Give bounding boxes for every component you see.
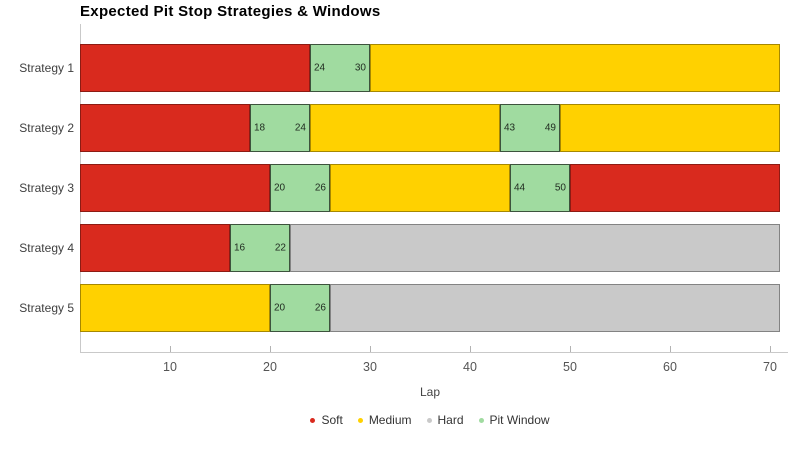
x-axis-tick [270, 346, 271, 352]
x-axis-tick [670, 346, 671, 352]
stint-segment-soft [80, 44, 310, 92]
pit-window-open-lap: 43 [504, 122, 516, 134]
x-axis-tick-label: 20 [263, 360, 277, 374]
pit-window-open-lap: 20 [274, 302, 286, 314]
legend-label: Medium [368, 413, 412, 427]
legend: Soft Medium Hard Pit Window [80, 410, 780, 430]
stint-segment-hard [330, 284, 780, 332]
stint-segment-soft [570, 164, 780, 212]
x-axis-tick-label: 60 [663, 360, 677, 374]
x-axis-tick [370, 346, 371, 352]
chart-title: Expected Pit Stop Strategies & Windows [80, 3, 381, 20]
pit-window-close-lap: 49 [544, 122, 556, 134]
stint-segment-medium [330, 164, 510, 212]
pit-window-close-lap: 30 [354, 62, 366, 74]
pit-window-close-lap: 50 [554, 182, 566, 194]
pit-window-open-lap: 18 [254, 122, 266, 134]
pit-window-open-lap: 44 [514, 182, 526, 194]
stint-segment-medium [80, 284, 270, 332]
pit-window-segment: 18 24 [250, 104, 310, 152]
stint-segment-soft [80, 104, 250, 152]
legend-item-soft[interactable]: Soft [310, 413, 343, 427]
legend-label: Hard [437, 413, 464, 427]
stint-segment-medium [560, 104, 780, 152]
pit-window-segment: 43 49 [500, 104, 560, 152]
stint-segment-soft [80, 224, 230, 272]
y-axis-category-label: Strategy 1 [19, 61, 74, 75]
x-axis-tick [470, 346, 471, 352]
stint-segment-medium [370, 44, 780, 92]
pit-window-close-lap: 24 [294, 122, 306, 134]
x-axis-tick-label: 70 [763, 360, 777, 374]
pit-window-close-lap: 22 [274, 242, 286, 254]
legend-label: Pit Window [489, 413, 550, 427]
y-axis-category-label: Strategy 3 [19, 181, 74, 195]
legend-marker-dot [426, 417, 432, 423]
y-axis-category-label: Strategy 2 [19, 121, 74, 135]
pit-window-segment: 44 50 [510, 164, 570, 212]
legend-marker-dot [357, 417, 363, 423]
x-axis-tick-label: 10 [163, 360, 177, 374]
pit-window-close-lap: 26 [314, 182, 326, 194]
x-axis-tick [170, 346, 171, 352]
legend-item-hard[interactable]: Hard [426, 413, 464, 427]
legend-item-medium[interactable]: Medium [357, 413, 412, 427]
x-axis-label: Lap [419, 385, 441, 399]
x-axis-tick-label: 50 [563, 360, 577, 374]
legend-marker-dot [478, 417, 484, 423]
pit-window-segment: 16 22 [230, 224, 290, 272]
pit-window-open-lap: 16 [234, 242, 246, 254]
legend-marker-dot [310, 417, 316, 423]
pit-window-open-lap: 20 [274, 182, 286, 194]
x-axis-tick [770, 346, 771, 352]
x-axis-tick-label: 30 [363, 360, 377, 374]
pit-window-open-lap: 24 [314, 62, 326, 74]
x-axis-tick-label: 40 [463, 360, 477, 374]
x-axis-tick [570, 346, 571, 352]
stint-segment-soft [80, 164, 270, 212]
pit-window-segment: 20 26 [270, 164, 330, 212]
stint-segment-medium [310, 104, 500, 152]
pit-window-close-lap: 26 [314, 302, 326, 314]
y-axis-category-label: Strategy 5 [19, 301, 74, 315]
stint-segment-hard [290, 224, 780, 272]
pit-window-segment: 20 26 [270, 284, 330, 332]
pit-window-segment: 24 30 [310, 44, 370, 92]
y-axis-category-label: Strategy 4 [19, 241, 74, 255]
x-axis-line [80, 352, 788, 353]
legend-label: Soft [321, 413, 343, 427]
legend-item-window[interactable]: Pit Window [478, 413, 550, 427]
